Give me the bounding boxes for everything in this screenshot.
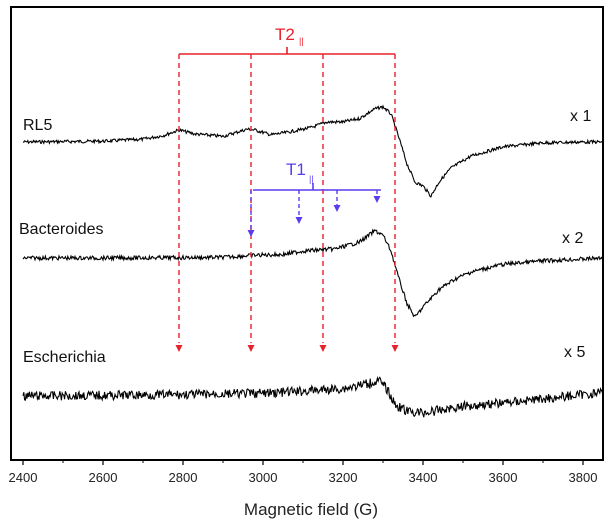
t2-arrowhead [391, 345, 399, 352]
x-tick-label: 3600 [489, 470, 518, 485]
t1-arrowhead [333, 205, 341, 212]
scale-label-escherichia: x 5 [564, 344, 585, 361]
t1-subscript: || [309, 174, 314, 184]
t2-arrowhead [247, 345, 255, 352]
series-label-rl5: RL5 [23, 117, 52, 134]
trace-labels: RL5 Bacteroides Escherichia [19, 117, 106, 366]
x-axis: 2400 2600 2800 3000 3200 3400 3600 3800 [9, 460, 598, 485]
spectrum-bacteroides [22, 228, 604, 318]
x-tick-label: 2400 [9, 470, 38, 485]
x-tick-label: 3800 [569, 470, 598, 485]
scale-label-bacteroides: x 2 [562, 230, 583, 247]
x-tick-label: 3400 [409, 470, 438, 485]
plot-frame [10, 6, 604, 461]
t2-label: T2 [275, 25, 295, 44]
x-axis-title: Magnetic field (G) [244, 500, 378, 519]
t1-arrowhead [295, 217, 303, 224]
spectrum-escherichia [22, 375, 604, 418]
t2-annotation-group: T2 || [175, 25, 399, 352]
spectrum-rl5 [22, 104, 604, 198]
scale-labels: x 1 x 2 x 5 [562, 108, 591, 361]
t1-label: T1 [286, 160, 306, 179]
x-tick-label: 3200 [329, 470, 358, 485]
t1-arrowhead [247, 230, 255, 237]
t2-arrowhead [319, 345, 327, 352]
x-tick-label: 3000 [249, 470, 278, 485]
spectra-group [22, 104, 604, 418]
t2-arrowhead [175, 345, 183, 352]
t1-annotation-group: T1 || [247, 160, 381, 237]
t2-subscript: || [299, 36, 304, 46]
scale-label-rl5: x 1 [570, 108, 591, 125]
x-tick-label: 2600 [89, 470, 118, 485]
x-tick-label: 2800 [169, 470, 198, 485]
t1-arrowhead [373, 196, 381, 203]
series-label-escherichia: Escherichia [23, 349, 106, 366]
series-label-bacteroides: Bacteroides [19, 221, 104, 238]
